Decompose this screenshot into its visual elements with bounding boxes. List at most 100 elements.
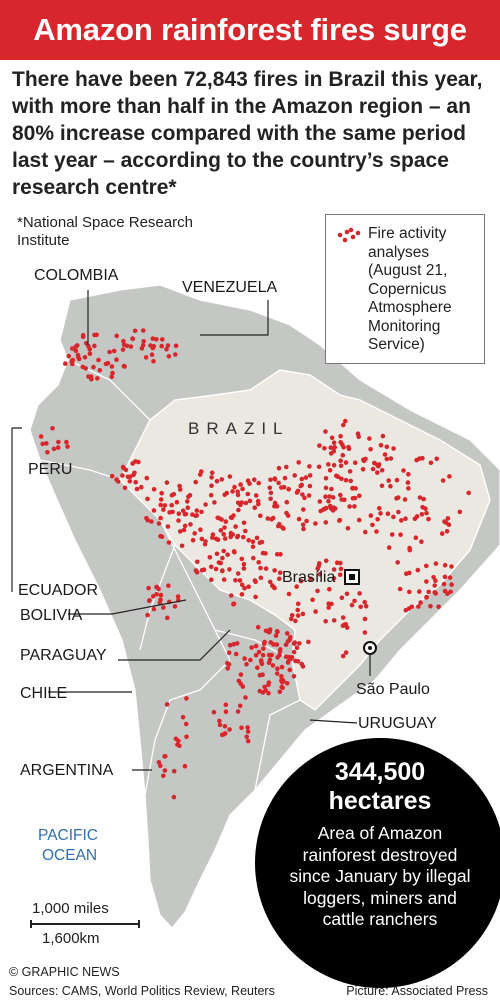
fire-dot xyxy=(389,532,395,537)
scale-miles-label: 1,000 miles xyxy=(32,900,109,917)
fire-dot xyxy=(380,433,386,439)
fire-dot xyxy=(83,366,88,371)
fire-dot xyxy=(195,559,200,565)
fire-dot xyxy=(215,515,220,521)
fire-dot xyxy=(272,476,278,481)
fire-dot xyxy=(220,568,225,574)
fire-dot xyxy=(343,477,349,483)
fire-dot xyxy=(299,482,305,488)
fire-dot xyxy=(219,517,224,522)
fire-dot xyxy=(180,714,186,720)
fire-dot xyxy=(415,567,421,573)
fire-dot xyxy=(378,511,383,516)
fire-dot xyxy=(114,477,119,482)
fire-dot xyxy=(352,598,357,604)
fire-dot xyxy=(188,522,193,527)
fire-dot xyxy=(395,560,401,565)
scale-tick-end xyxy=(138,920,140,928)
fire-dot xyxy=(341,445,346,450)
fire-dot xyxy=(251,555,256,561)
fire-dot xyxy=(326,601,332,606)
fire-dot xyxy=(242,586,247,591)
fire-dot xyxy=(284,510,289,516)
leader-lines xyxy=(11,290,371,771)
fire-dot xyxy=(177,487,183,492)
fire-dot xyxy=(154,584,160,590)
fire-dot xyxy=(241,520,247,526)
fire-dot xyxy=(158,515,163,521)
fire-dot xyxy=(260,652,266,658)
fire-dot xyxy=(434,456,440,462)
fire-dot xyxy=(252,477,257,483)
fire-dots-icon xyxy=(337,227,361,243)
fire-dot xyxy=(402,497,408,502)
fire-dot xyxy=(233,578,238,583)
fire-dot xyxy=(144,515,149,521)
fire-dot xyxy=(245,491,251,497)
fire-dot xyxy=(331,576,337,581)
ocean-label-line1: PACIFIC xyxy=(38,827,98,844)
fire-dot xyxy=(295,659,301,664)
fire-dot xyxy=(334,473,339,479)
fire-dot xyxy=(114,333,119,339)
fire-dot xyxy=(275,666,280,671)
fire-dot xyxy=(176,518,181,523)
fire-dot xyxy=(357,591,362,596)
fire-dot xyxy=(161,605,166,610)
fire-dot xyxy=(419,539,424,544)
fire-dot xyxy=(223,709,229,714)
fire-dot xyxy=(267,579,273,585)
fire-dot xyxy=(255,501,261,507)
fire-dot xyxy=(213,536,219,542)
fire-dot xyxy=(274,671,280,676)
fire-dot xyxy=(292,473,298,478)
fire-dot xyxy=(342,497,347,503)
fire-dot xyxy=(394,477,400,483)
fire-dot xyxy=(127,474,133,480)
fire-dot xyxy=(266,682,271,688)
fire-dot xyxy=(110,370,115,376)
label-bolivia: BOLIVIA xyxy=(20,607,83,624)
fire-dot xyxy=(241,534,246,540)
fire-dot xyxy=(379,483,385,489)
fire-dot xyxy=(70,357,76,363)
label-brasilia: Brasília xyxy=(282,569,335,586)
fire-dot xyxy=(133,479,138,485)
fire-dot xyxy=(275,629,280,635)
fire-dot xyxy=(217,718,222,724)
fire-dot xyxy=(376,463,381,469)
fire-dot xyxy=(227,567,232,572)
fire-dot xyxy=(266,652,272,658)
fire-dot xyxy=(331,440,337,446)
fire-dot xyxy=(159,534,165,539)
label-argentina: ARGENTINA xyxy=(20,762,114,779)
fire-dot xyxy=(384,444,390,450)
fire-dot xyxy=(141,339,146,344)
fire-dot xyxy=(50,426,55,431)
fire-dot xyxy=(146,585,151,591)
fire-dot xyxy=(190,537,196,543)
fire-dot xyxy=(424,594,430,600)
fire-dot xyxy=(297,641,302,646)
fire-dot xyxy=(308,576,314,582)
fire-dot xyxy=(80,333,86,338)
fire-dot xyxy=(340,653,346,659)
fire-dot xyxy=(272,568,277,573)
fire-dot xyxy=(76,354,81,360)
fire-dot xyxy=(306,639,311,645)
fire-dot xyxy=(244,662,249,667)
label-venezuela: VENEZUELA xyxy=(182,279,277,296)
fire-dot xyxy=(171,491,177,497)
fire-dot xyxy=(299,661,305,667)
scale-km-label: 1,600km xyxy=(42,930,100,947)
fire-dot xyxy=(403,608,409,613)
fire-dot xyxy=(185,505,191,511)
fire-dot xyxy=(276,523,281,529)
fire-dot xyxy=(283,642,289,647)
fire-dot xyxy=(161,507,166,512)
fire-dot xyxy=(356,517,362,523)
fire-dot xyxy=(151,508,157,513)
fire-dot xyxy=(243,500,249,506)
fire-dot xyxy=(183,721,189,727)
stat-value: 344,500 xyxy=(334,758,426,786)
